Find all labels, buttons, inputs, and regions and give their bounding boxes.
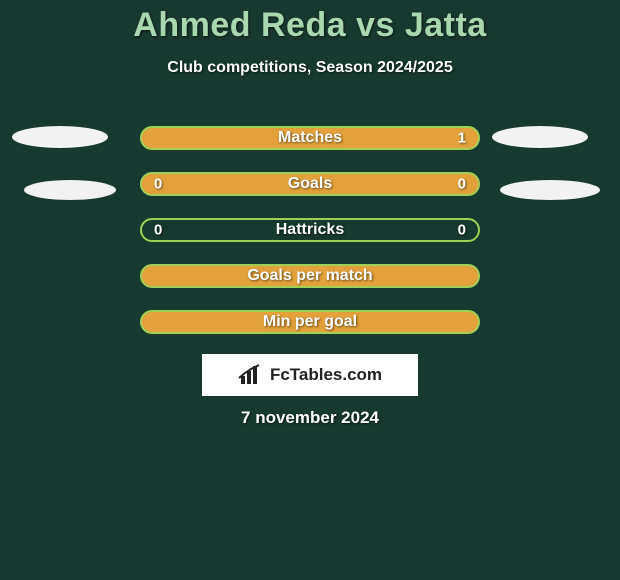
avatar-right-1: [492, 126, 588, 148]
stat-row-matches: Matches 1: [140, 126, 480, 150]
source-logo: FcTables.com: [202, 354, 418, 396]
stat-label: Goals per match: [247, 267, 372, 285]
stat-label: Goals: [288, 175, 332, 193]
stat-right-value: 1: [458, 130, 466, 147]
avatar-right-2: [500, 180, 600, 200]
page-subtitle: Club competitions, Season 2024/2025: [0, 59, 620, 77]
avatar-left-1: [12, 126, 108, 148]
stat-row-min-per-goal: Min per goal: [140, 310, 480, 334]
stat-row-goals: 0 Goals 0: [140, 172, 480, 196]
stat-rows: Matches 1 0 Goals 0 0 Hattricks 0 Goals …: [140, 126, 480, 356]
stat-label: Min per goal: [263, 313, 357, 331]
stat-label: Hattricks: [276, 221, 344, 239]
avatar-left-2: [24, 180, 116, 200]
date-text: 7 november 2024: [0, 408, 620, 428]
stat-left-value: 0: [154, 176, 162, 193]
source-logo-text: FcTables.com: [270, 365, 382, 385]
comparison-card: Ahmed Reda vs Jatta Club competitions, S…: [0, 0, 620, 580]
page-title: Ahmed Reda vs Jatta: [0, 0, 620, 45]
stat-row-hattricks: 0 Hattricks 0: [140, 218, 480, 242]
stat-label: Matches: [278, 129, 342, 147]
bar-chart-icon: [238, 364, 264, 386]
stat-right-value: 0: [458, 222, 466, 239]
stat-row-goals-per-match: Goals per match: [140, 264, 480, 288]
stat-right-value: 0: [458, 176, 466, 193]
stat-left-value: 0: [154, 222, 162, 239]
